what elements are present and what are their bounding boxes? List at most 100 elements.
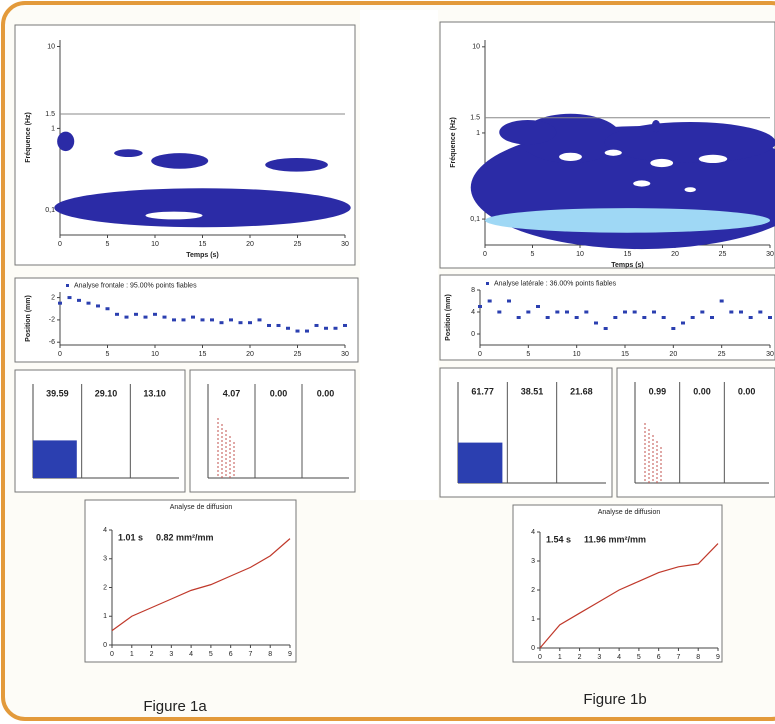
stat-value: 29.10 (95, 388, 118, 398)
x-tick-label: 30 (766, 251, 774, 258)
position-point (623, 310, 627, 314)
x-tick-label: 20 (246, 241, 254, 248)
position-point (58, 301, 62, 305)
x-tick-label: 4 (617, 654, 621, 661)
x-tick-label: 0 (538, 654, 542, 661)
y-axis-label: Fréquence (Hz) (25, 112, 32, 163)
position-point (172, 318, 176, 322)
x-tick-label: 5 (637, 654, 641, 661)
x-tick-label: 15 (199, 241, 207, 248)
x-tick-label: 8 (696, 654, 700, 661)
threshold-label: 1.5 (45, 111, 55, 118)
spectral-region (559, 152, 582, 161)
histogram-bar (33, 440, 77, 478)
spectral-region (54, 188, 351, 228)
x-tick-label: 30 (766, 351, 774, 358)
spectral-region (499, 119, 557, 145)
x-tick-label: 25 (294, 241, 302, 248)
position-point (295, 329, 300, 333)
x-tick-label: 7 (676, 654, 680, 661)
x-tick-label: 10 (573, 351, 581, 358)
x-tick-label: 7 (248, 651, 252, 658)
y-axis-label: Fréquence (Hz) (450, 117, 457, 168)
position-point (594, 321, 598, 325)
diffusion-annotation: 11.96 mm²/mm (584, 534, 646, 544)
x-tick-label: 30 (341, 351, 349, 358)
position-point (603, 327, 608, 330)
position-point (565, 310, 569, 314)
histogram-bar (458, 442, 503, 483)
y-tick-label: 10 (472, 44, 480, 51)
y-tick-label: -6 (49, 339, 55, 346)
y-tick-label: 1 (476, 130, 480, 137)
x-tick-label: 15 (199, 351, 207, 358)
stat-value: 0.99 (649, 386, 667, 396)
x-tick-label: 6 (229, 651, 233, 658)
y-tick-label: 4 (103, 527, 107, 534)
position-point (333, 326, 338, 330)
x-tick-label: 3 (597, 654, 601, 661)
spectral-region (485, 208, 770, 233)
position-point (267, 323, 271, 327)
x-tick-label: 4 (189, 651, 193, 658)
x-tick-label: 20 (669, 351, 677, 358)
position-point (768, 316, 772, 319)
position-point (105, 307, 110, 311)
y-tick-label: 0,1 (470, 216, 480, 223)
position-point (77, 298, 81, 302)
spectral-region (651, 119, 661, 133)
position-point (729, 310, 734, 314)
x-tick-label: 20 (671, 251, 679, 258)
position-point (324, 326, 328, 330)
position-point (238, 321, 243, 325)
stat-value: 0.00 (693, 386, 711, 396)
x-tick-label: 5 (106, 351, 110, 358)
x-tick-label: 1 (130, 651, 134, 658)
x-tick-label: 5 (209, 651, 213, 658)
legend-label: Analyse frontale : 95.00% points fiables (74, 282, 197, 289)
position-point (758, 310, 763, 314)
position-point (690, 316, 695, 319)
threshold-label: 1.5 (470, 115, 480, 122)
position-point (700, 310, 705, 314)
y-tick-label: 0,1 (45, 207, 55, 214)
x-tick-label: 25 (719, 251, 727, 258)
spectral-region (698, 154, 728, 163)
position-point (200, 318, 205, 322)
y-axis-label: Position (mm) (445, 294, 452, 341)
position-point (276, 323, 281, 327)
spectral-region (151, 153, 209, 169)
position-point (536, 305, 540, 308)
diffusion-title: Analyse de diffusion (598, 509, 661, 516)
spectral-region (684, 187, 696, 193)
position-point (134, 312, 138, 316)
position-point (219, 321, 224, 325)
caption: Figure 1b (583, 691, 646, 708)
position-point (487, 299, 492, 303)
position-point (162, 315, 167, 319)
y-tick-label: 3 (531, 558, 535, 565)
y-tick-label: -2 (49, 317, 55, 324)
y-tick-label: 1 (103, 613, 107, 620)
stat-value: 0.00 (270, 388, 288, 398)
x-tick-label: 10 (151, 351, 159, 358)
position-point (96, 304, 100, 308)
position-point (748, 316, 753, 319)
y-tick-label: 4 (531, 529, 535, 536)
position-point (314, 323, 319, 327)
x-axis-label: Temps (s) (186, 252, 219, 259)
position-point (574, 316, 579, 319)
position-point (739, 310, 743, 314)
x-axis-label: Temps (s) (611, 262, 644, 269)
y-tick-label: 3 (103, 556, 107, 563)
x-tick-label: 0 (58, 351, 62, 358)
x-tick-label: 15 (621, 351, 629, 358)
y-tick-label: 0 (471, 331, 475, 338)
x-tick-label: 0 (110, 651, 114, 658)
x-tick-label: 25 (718, 351, 726, 358)
position-point (681, 321, 685, 325)
y-tick-label: 2 (51, 294, 55, 301)
position-point (671, 327, 676, 330)
diffusion-annotation: 1.54 s (546, 534, 571, 544)
x-tick-label: 0 (483, 251, 487, 258)
